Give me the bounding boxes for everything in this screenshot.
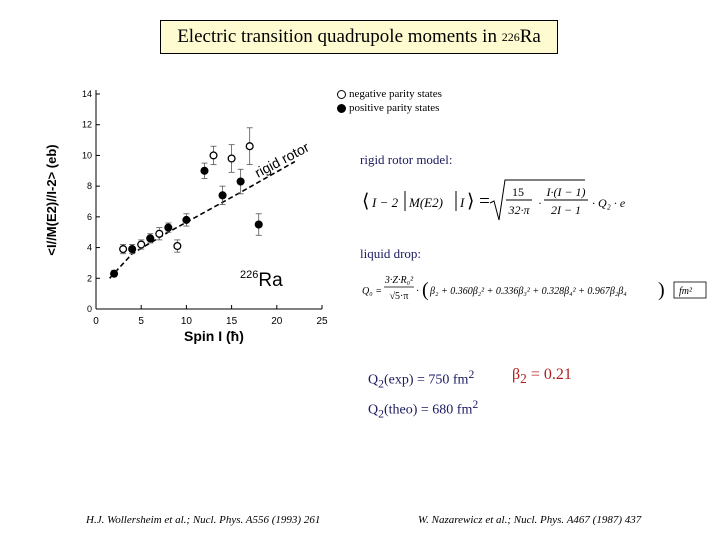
q2-experimental: Q2(exp) = 750 fm2 <box>368 368 474 390</box>
curve-label: rigid rotor <box>252 139 312 181</box>
x-axis-label: Spin I (ħ) <box>184 328 244 344</box>
open-circle-icon <box>337 89 346 99</box>
positive-parity-point <box>128 245 137 254</box>
negative-parity-point <box>155 229 164 238</box>
svg-text:√5·π: √5·π <box>390 291 409 302</box>
negative-parity-point <box>227 154 236 163</box>
nucleus-element: Ra <box>258 270 283 291</box>
q2-theoretical: Q2(theo) = 680 fm2 <box>368 398 478 420</box>
svg-text:β₂ + 0.360β₂² + 0.336β₃² + 0.3: β₂ + 0.360β₂² + 0.336β₃² + 0.328β₄² + 0.… <box>429 286 627 297</box>
title-text: Electric transition quadrupole moments i… <box>177 26 497 47</box>
x-tick-label: 10 <box>181 316 193 327</box>
svg-text:· Q₂ · e: · Q₂ · e <box>592 196 626 210</box>
x-tick-label: 25 <box>316 316 328 327</box>
beta-symbol: β <box>512 366 521 383</box>
y-tick-label: 14 <box>82 89 92 99</box>
y-tick-label: 8 <box>87 181 92 191</box>
nucleus-label: 226Ra <box>240 269 283 291</box>
negative-parity-point <box>119 245 128 254</box>
svg-text:15: 15 <box>512 185 524 199</box>
legend-negative-label: negative parity states <box>349 88 442 100</box>
y-tick-label: 12 <box>82 120 92 130</box>
positive-parity-point <box>182 215 191 224</box>
legend-positive-label: positive parity states <box>349 102 440 114</box>
positive-parity-point <box>236 177 245 186</box>
positive-parity-point <box>146 234 155 243</box>
positive-parity-point <box>164 223 173 232</box>
positive-parity-point <box>254 220 263 229</box>
svg-text:·: · <box>416 286 419 297</box>
error-bars <box>111 127 262 278</box>
beta-sub: 2 <box>520 371 527 387</box>
nucleus-mass: 226 <box>240 269 258 281</box>
q2-theo-sub: 2 <box>378 407 384 421</box>
negative-parity-point <box>245 142 254 151</box>
y-tick-label: 10 <box>82 150 92 160</box>
legend-item-positive: positive parity states <box>337 101 442 115</box>
svg-text:M(E2): M(E2) <box>408 195 443 210</box>
chart-axes: 0 5 10 15 20 25 0 2 4 6 8 10 12 14 <box>82 89 328 327</box>
q2-exp-sup: 2 <box>468 368 475 381</box>
rigid-rotor-formula: ⟨ I − 2 M(E2) I ⟩ = 15 32·π · I·(I − 1) … <box>362 179 626 221</box>
x-tick-label: 15 <box>226 316 238 327</box>
rigid-rotor-curve <box>109 160 296 279</box>
svg-text:): ) <box>658 279 665 301</box>
q2-theo-symbol: Q <box>368 402 379 418</box>
svg-text:fm²: fm² <box>679 286 693 297</box>
x-tick-label: 5 <box>138 316 144 327</box>
y-tick-label: 6 <box>87 212 92 222</box>
y-tick-label: 4 <box>87 243 92 253</box>
svg-text:⟩ =: ⟩ = <box>467 191 490 212</box>
liquid-drop-heading: liquid drop: <box>360 246 422 261</box>
q2-exp-sub: 2 <box>378 377 384 391</box>
positive-parity-point <box>218 191 227 200</box>
slide-title: Electric transition quadrupole moments i… <box>160 20 558 54</box>
negative-parity-point <box>173 241 182 251</box>
model-curve-line <box>109 160 296 279</box>
svg-text:2I − 1: 2I − 1 <box>551 203 581 217</box>
q2-exp-symbol: Q <box>368 372 379 388</box>
beta2-deformation: β2 = 0.21 <box>512 366 572 387</box>
y-axis-label: <I//M(E2)//I-2> (eb) <box>44 144 59 255</box>
y-tick-label: 2 <box>87 273 92 283</box>
title-mass-number: 226 <box>501 29 520 44</box>
svg-text:(: ( <box>422 279 429 301</box>
title-element: Ra <box>519 26 541 47</box>
svg-text:⟨: ⟨ <box>362 191 369 212</box>
reference-left: H.J. Wollersheim et al.; Nucl. Phys. A55… <box>86 514 321 526</box>
liquid-drop-formula: Q₀ = 3·Z·R₀² √5·π · ( β₂ + 0.360β₂² + 0.… <box>362 275 707 302</box>
q2-theo-sup: 2 <box>472 398 479 411</box>
svg-text:·: · <box>538 196 542 210</box>
beta-value: = 0.21 <box>526 366 572 383</box>
q2-exp-value: (exp) = 750 fm <box>383 372 469 388</box>
reference-right: W. Nazarewicz et al.; Nucl. Phys. A467 (… <box>418 514 642 526</box>
positive-parity-point <box>110 269 119 278</box>
negative-parity-point <box>137 240 146 249</box>
data-points <box>110 142 263 278</box>
svg-text:I: I <box>459 195 465 210</box>
filled-circle-icon <box>337 103 346 113</box>
svg-text:I − 2: I − 2 <box>371 195 399 210</box>
y-tick-label: 0 <box>87 304 92 314</box>
rigid-rotor-heading: rigid rotor model: <box>360 152 453 167</box>
x-tick-label: 20 <box>271 316 283 327</box>
svg-text:Q₀ =: Q₀ = <box>362 286 382 297</box>
svg-text:3·Z·R₀²: 3·Z·R₀² <box>384 275 414 286</box>
positive-parity-point <box>200 166 209 175</box>
negative-parity-point <box>209 151 218 160</box>
svg-text:32·π: 32·π <box>507 203 530 217</box>
chart-legend: negative parity states positive parity s… <box>337 87 442 115</box>
svg-text:I·(I − 1): I·(I − 1) <box>545 185 585 199</box>
x-tick-label: 0 <box>93 316 99 327</box>
legend-item-negative: negative parity states <box>337 87 442 101</box>
q2-theo-value: (theo) = 680 fm <box>383 402 473 418</box>
